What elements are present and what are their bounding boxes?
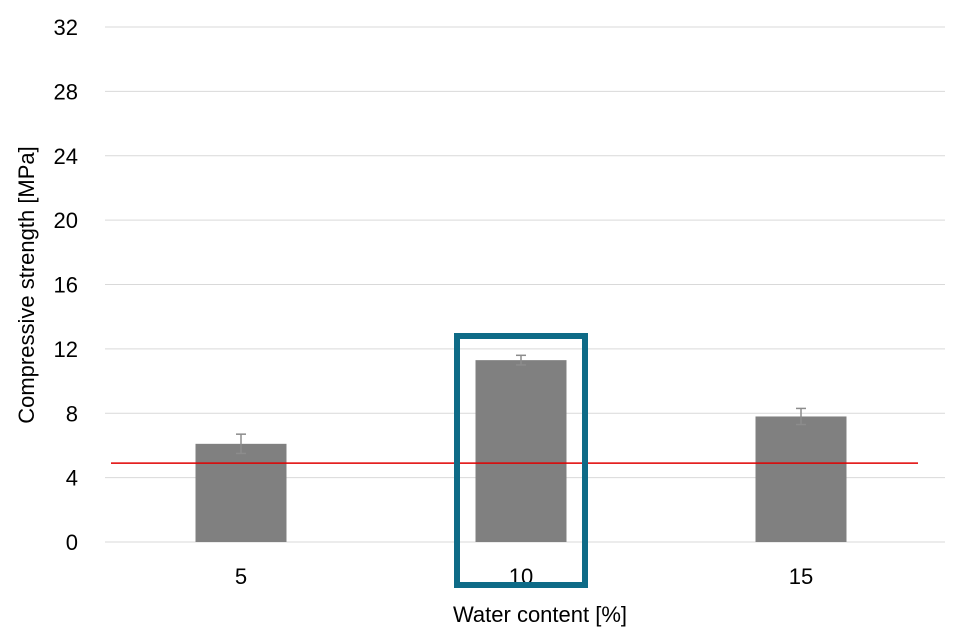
error-bars: [236, 354, 806, 455]
y-tick-label: 20: [54, 208, 78, 233]
y-tick-label: 4: [66, 466, 78, 491]
x-tick-label: 5: [235, 564, 247, 589]
y-tick-label: 28: [54, 79, 78, 104]
y-tick-label: 24: [54, 144, 78, 169]
x-tick-label: 15: [789, 564, 813, 589]
bar: [475, 360, 567, 542]
x-axis-title: Water content [%]: [453, 602, 627, 627]
y-axis-title: Compressive strength [MPa]: [14, 146, 39, 424]
bar: [755, 416, 847, 542]
y-tick-label: 0: [66, 530, 78, 555]
y-tick-label: 16: [54, 273, 78, 298]
y-tick-label: 12: [54, 337, 78, 362]
error-bar: [236, 433, 246, 455]
bar: [195, 443, 287, 542]
bars: [195, 360, 847, 542]
error-bar: [796, 407, 806, 426]
y-tick-labels: 0 4 8 12 16 20 24 28 32: [54, 15, 78, 555]
error-bar: [516, 354, 526, 366]
y-tick-label: 32: [54, 15, 78, 40]
y-tick-label: 8: [66, 401, 78, 426]
highlight-box: [454, 333, 588, 588]
